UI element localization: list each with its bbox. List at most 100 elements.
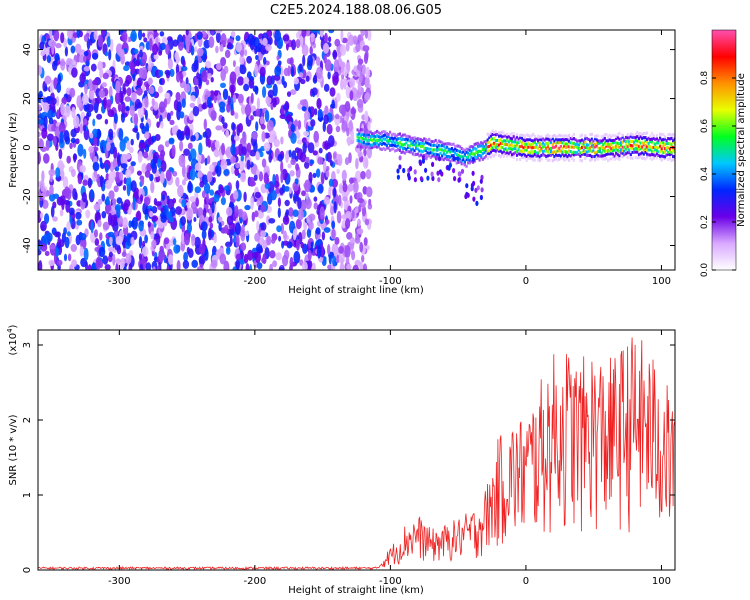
heatmap-cell <box>292 209 299 217</box>
heatmap-y-tick-label: 0 <box>22 144 33 150</box>
heatmap-cell <box>312 172 317 179</box>
heatmap-cell <box>545 156 548 160</box>
heatmap-cell <box>621 155 624 159</box>
heatmap-cell <box>496 143 499 147</box>
heatmap-cell <box>337 194 342 207</box>
heatmap-cell <box>405 134 408 138</box>
heatmap-cell <box>356 133 359 137</box>
heatmap-cell <box>126 175 132 189</box>
heatmap-cell <box>144 109 148 121</box>
heatmap-cell <box>668 156 671 160</box>
heatmap-cell <box>136 210 142 222</box>
heatmap-cell <box>99 160 103 169</box>
heatmap-cell <box>528 156 532 160</box>
heatmap-cell <box>499 149 502 153</box>
heatmap-cell <box>574 142 577 146</box>
heatmap-cell <box>327 71 331 80</box>
heatmap-cell <box>659 154 662 158</box>
heatmap-cell <box>537 134 540 138</box>
heatmap-cell <box>652 136 655 140</box>
heatmap-cell <box>589 139 592 143</box>
heatmap-cell <box>70 45 76 54</box>
heatmap-cell <box>296 131 301 139</box>
heatmap-cell <box>191 259 198 268</box>
heatmap-cell <box>558 133 561 137</box>
heatmap-cell <box>538 142 541 145</box>
heatmap-cell <box>287 65 291 77</box>
heatmap-cell <box>346 263 352 270</box>
heatmap-cell <box>72 188 77 200</box>
heatmap-cell <box>615 147 618 151</box>
heatmap-cell <box>374 131 377 134</box>
heatmap-cell <box>309 45 313 56</box>
heatmap-cell <box>160 149 166 158</box>
heatmap-cell <box>363 128 366 132</box>
heatmap-cell <box>330 205 335 216</box>
heatmap-cell <box>419 153 423 157</box>
heatmap-cell <box>136 87 143 96</box>
heatmap-cell <box>104 163 109 173</box>
heatmap-cell <box>280 171 284 184</box>
heatmap-cell <box>197 170 203 178</box>
heatmap-cell <box>579 151 582 155</box>
heatmap-cell <box>509 143 512 147</box>
heatmap-cell <box>556 141 559 145</box>
heatmap-cell <box>440 171 444 177</box>
heatmap-cell <box>537 146 540 150</box>
heatmap-cell <box>446 155 449 158</box>
heatmap-cell <box>571 157 574 161</box>
heatmap-cell <box>40 220 47 232</box>
heatmap-cell <box>548 138 551 142</box>
heatmap-cell <box>654 137 657 141</box>
heatmap-cell <box>38 239 41 246</box>
heatmap-cell <box>189 168 196 181</box>
heatmap-cell <box>304 161 310 169</box>
heatmap-cell <box>476 185 480 191</box>
heatmap-cell <box>390 136 393 140</box>
heatmap-cell <box>275 187 280 195</box>
heatmap-cell <box>255 108 261 117</box>
heatmap-cell <box>53 60 58 66</box>
heatmap-cell <box>342 182 348 193</box>
heatmap-cell <box>532 142 535 146</box>
heatmap-cell <box>502 150 506 153</box>
heatmap-cell <box>415 153 418 156</box>
heatmap-cell <box>465 164 468 168</box>
heatmap-cell <box>300 241 305 249</box>
heatmap-cell <box>419 138 423 142</box>
heatmap-cell <box>333 201 337 214</box>
heatmap-cell <box>628 136 631 140</box>
heatmap-cell <box>353 181 359 193</box>
heatmap-cell <box>561 152 564 156</box>
heatmap-cell <box>85 209 91 219</box>
heatmap-cells <box>38 30 675 270</box>
heatmap-cell <box>339 262 345 270</box>
heatmap-cell <box>551 159 554 163</box>
heatmap-cell <box>302 142 307 154</box>
heatmap-cell <box>92 52 99 60</box>
heatmap-cell <box>522 156 525 160</box>
heatmap-cell <box>553 145 556 149</box>
heatmap-cell <box>38 151 41 164</box>
heatmap-cell <box>230 110 235 116</box>
heatmap-cell <box>265 95 272 105</box>
heatmap-cell <box>288 149 292 158</box>
heatmap-cell <box>650 137 654 141</box>
heatmap-cell <box>276 225 282 233</box>
heatmap-cell <box>385 132 388 136</box>
heatmap-cell <box>372 132 375 136</box>
heatmap-cell <box>64 46 68 57</box>
heatmap-cell <box>517 145 520 149</box>
heatmap-cell <box>465 150 468 154</box>
heatmap-cell <box>480 141 483 145</box>
heatmap-cell <box>634 136 637 140</box>
heatmap-cell <box>118 128 124 141</box>
heatmap-cell <box>459 155 462 158</box>
heatmap-cell <box>283 230 287 241</box>
heatmap-cell <box>219 253 227 265</box>
heatmap-cell <box>498 143 501 147</box>
heatmap-cell <box>564 138 567 141</box>
heatmap-cell <box>387 146 390 150</box>
heatmap-cell <box>130 236 135 246</box>
heatmap-cell <box>672 139 675 143</box>
